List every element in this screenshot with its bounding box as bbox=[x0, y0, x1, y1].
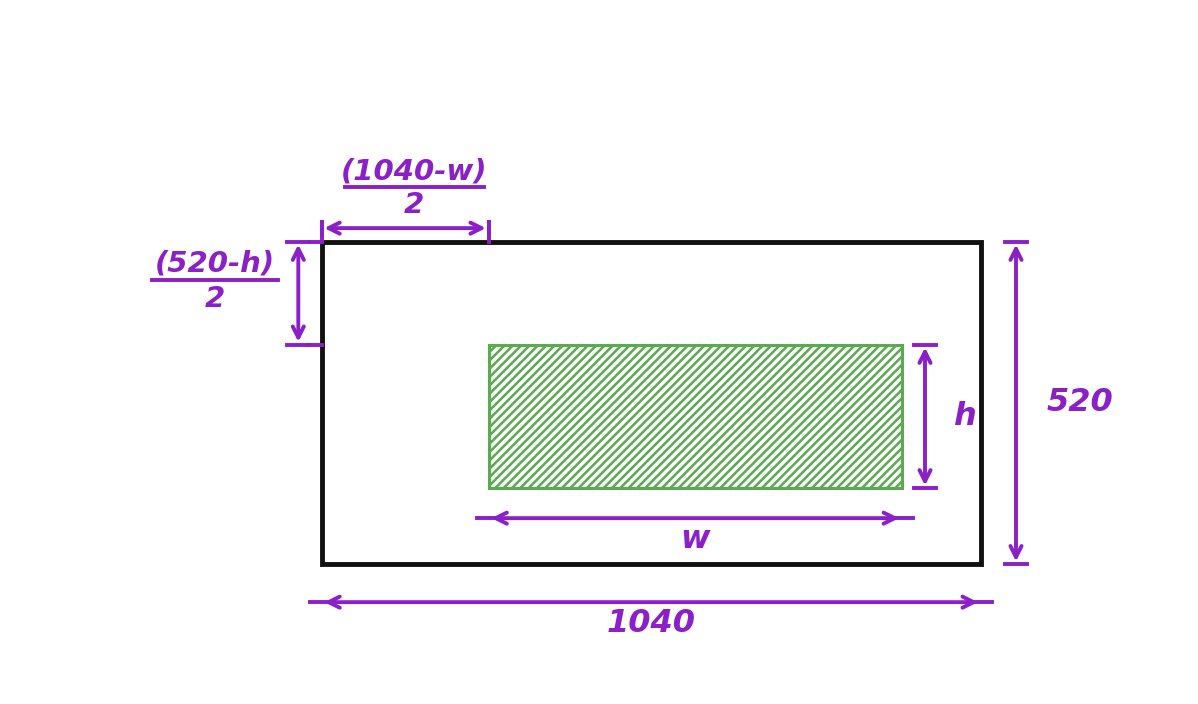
Text: (1040-w): (1040-w) bbox=[341, 157, 488, 185]
Bar bbox=[321, 241, 981, 564]
Text: 520: 520 bbox=[1047, 387, 1113, 418]
Text: w: w bbox=[680, 524, 710, 555]
Text: 1040: 1040 bbox=[606, 608, 696, 639]
Text: 2: 2 bbox=[404, 191, 424, 219]
Bar bbox=[489, 345, 902, 489]
Text: h: h bbox=[952, 401, 975, 432]
Text: 2: 2 bbox=[205, 284, 225, 313]
Text: (520-h): (520-h) bbox=[155, 249, 274, 277]
